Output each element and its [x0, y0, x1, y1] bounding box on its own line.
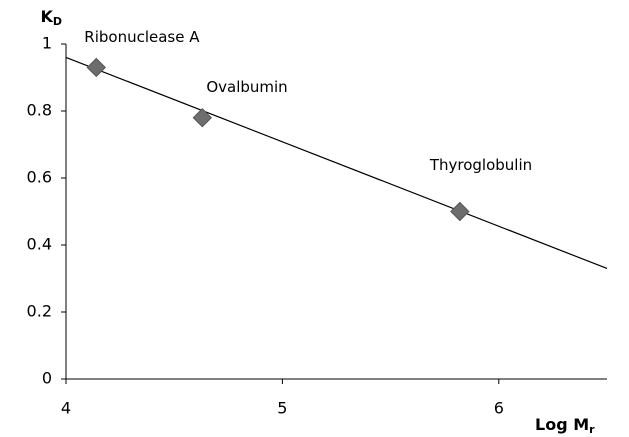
point-label: Ovalbumin	[206, 78, 287, 96]
y-tick-label: 0.2	[27, 302, 52, 321]
y-tick-label: 0.8	[27, 101, 52, 120]
y-tick-label: 0.6	[27, 168, 52, 187]
y-axis-label: KD	[40, 7, 62, 29]
x-label-sub: r	[589, 423, 595, 436]
y-tick-label: 0.4	[27, 235, 52, 254]
y-tick-label: 1	[42, 34, 52, 53]
y-label-main: K	[40, 7, 53, 26]
trendline	[65, 56, 608, 270]
x-tick-label: 5	[277, 399, 287, 418]
x-tick-label: 6	[494, 399, 504, 418]
x-label-main: Log M	[535, 415, 589, 434]
x-tick-label: 4	[61, 399, 71, 418]
y-tick-label: 0	[42, 369, 52, 388]
point-label: Ribonuclease A	[84, 28, 200, 46]
y-label-sub: D	[53, 15, 62, 28]
point	[86, 57, 107, 78]
point	[450, 201, 470, 222]
point-label: Thyroglobulin	[429, 156, 532, 174]
point	[192, 107, 213, 128]
x-axis-label: Log Mr	[535, 415, 595, 437]
